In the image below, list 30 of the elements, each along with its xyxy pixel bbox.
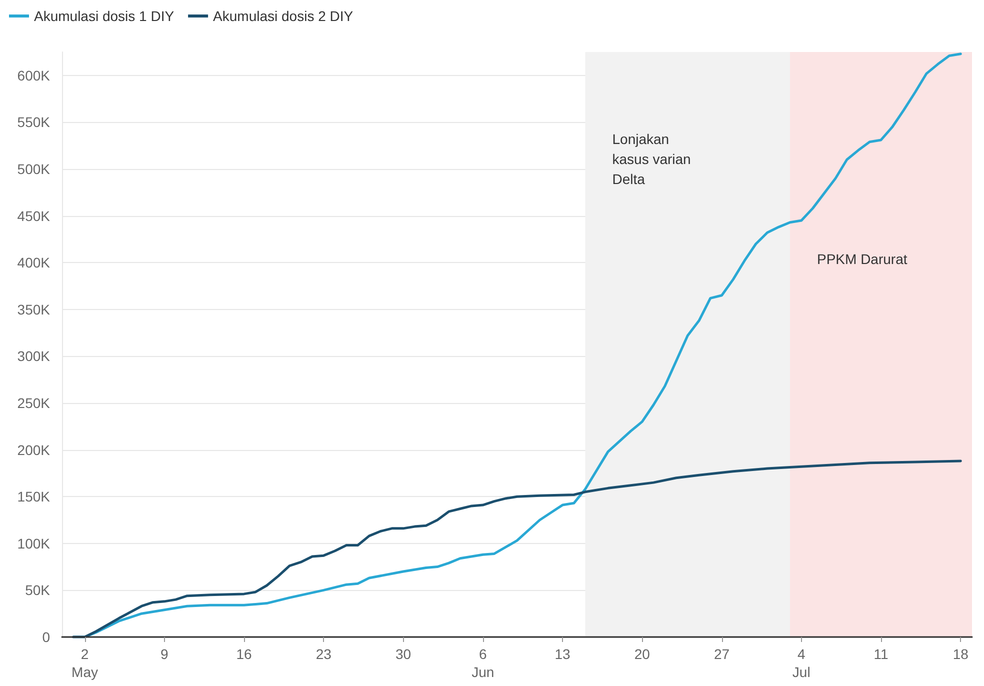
y-tick-label: 550K [17,114,51,130]
y-tick-label: 250K [17,395,51,411]
y-tick-label: 200K [17,442,51,458]
x-tick-label: 18 [952,646,969,662]
y-tick-label: 500K [17,161,51,177]
x-tick-label: 6 Jun [472,646,494,680]
y-tick-label: 450K [17,208,51,224]
legend-label: Akumulasi dosis 2 DIY [213,8,354,24]
line-series [72,460,962,638]
y-tick-label: 50K [25,582,51,598]
y-tick-label: 600K [17,67,51,84]
y-tick-label: 100K [17,535,51,552]
x-tick-label: 11 [874,646,888,662]
x-tick-label: 4 Jul [792,646,810,680]
x-tick-label: 30 [395,646,412,662]
x-tick-label: 9 [160,646,168,662]
band-label: Lonjakan kasus varian Delta [612,131,695,187]
y-tick-label: 0 [42,629,50,645]
y-tick-label: 150K [17,488,51,505]
y-tick-label: 350K [17,301,51,318]
band-label: PPKM Darurat [817,251,908,267]
x-tick-label: 27 [714,646,730,662]
y-tick-label: 400K [17,254,51,271]
x-tick-label: 16 [236,646,252,662]
x-tick-label: 2 May [72,646,98,680]
legend-label: Akumulasi dosis 1 DIY [34,8,175,24]
x-tick-label: 23 [316,646,332,662]
x-tick-label: 13 [554,646,570,662]
x-tick-label: 20 [634,646,650,662]
y-tick-label: 300K [17,348,51,364]
